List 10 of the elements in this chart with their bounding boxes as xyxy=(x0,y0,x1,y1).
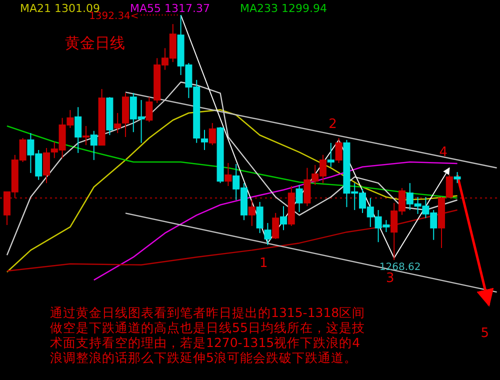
annotation: 4 xyxy=(439,144,448,160)
text: MA55 1317.37 xyxy=(130,2,210,15)
text: 1268.62 xyxy=(379,262,421,273)
text: 5 xyxy=(480,326,490,342)
text: 通过黄金日线图表看到笔者昨日提出的1315-1318区间做空是下跌通道的高点也是日线55日均线所在，这是技术面支持看空的理由，若是1270-1315视作下跌浪的4浪调整浪的话那么下跌延伸5浪可能会跌破下跌通道。 xyxy=(50,305,366,365)
text: 黄金日线 xyxy=(65,34,125,52)
text: MA233 1299.94 xyxy=(240,2,327,15)
annotation: 1 xyxy=(260,256,268,272)
annotation: 2 xyxy=(328,116,337,132)
text: 3 xyxy=(386,271,394,286)
